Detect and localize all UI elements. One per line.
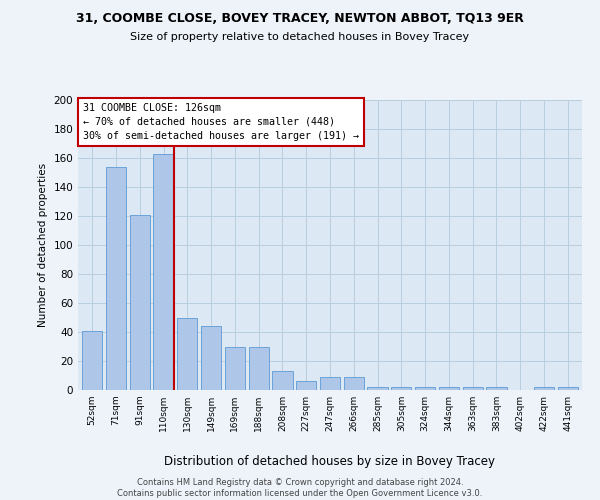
Bar <box>201 326 221 390</box>
Text: 31 COOMBE CLOSE: 126sqm
← 70% of detached houses are smaller (448)
30% of semi-d: 31 COOMBE CLOSE: 126sqm ← 70% of detache… <box>83 103 359 141</box>
Bar <box>463 387 483 390</box>
Bar <box>154 154 173 390</box>
Bar <box>272 371 293 390</box>
Y-axis label: Number of detached properties: Number of detached properties <box>38 163 48 327</box>
Text: 31, COOMBE CLOSE, BOVEY TRACEY, NEWTON ABBOT, TQ13 9ER: 31, COOMBE CLOSE, BOVEY TRACEY, NEWTON A… <box>76 12 524 26</box>
Bar <box>557 387 578 390</box>
Text: Contains HM Land Registry data © Crown copyright and database right 2024.
Contai: Contains HM Land Registry data © Crown c… <box>118 478 482 498</box>
Bar <box>248 346 269 390</box>
Bar <box>367 387 388 390</box>
Bar <box>296 382 316 390</box>
Bar <box>487 387 506 390</box>
Bar <box>177 318 197 390</box>
Bar <box>225 346 245 390</box>
Bar <box>106 166 126 390</box>
Bar <box>415 387 435 390</box>
Bar <box>439 387 459 390</box>
Bar <box>391 387 412 390</box>
Text: Size of property relative to detached houses in Bovey Tracey: Size of property relative to detached ho… <box>130 32 470 42</box>
Text: Distribution of detached houses by size in Bovey Tracey: Distribution of detached houses by size … <box>164 455 496 468</box>
Bar <box>344 377 364 390</box>
Bar <box>320 377 340 390</box>
Bar <box>534 387 554 390</box>
Bar <box>130 214 150 390</box>
Bar <box>82 330 103 390</box>
